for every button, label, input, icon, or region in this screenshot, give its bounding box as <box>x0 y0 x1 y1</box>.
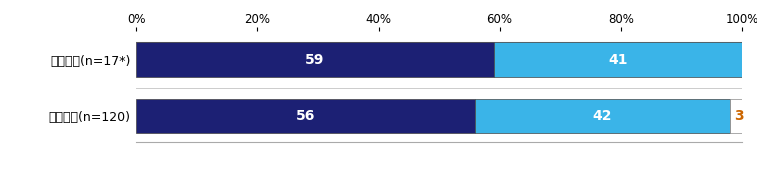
Text: 42: 42 <box>593 109 612 123</box>
Bar <box>136 99 475 133</box>
Text: 3: 3 <box>734 109 743 123</box>
Text: 41: 41 <box>608 53 628 67</box>
Bar <box>136 43 494 77</box>
Text: 59: 59 <box>305 53 325 67</box>
Bar <box>494 43 742 77</box>
Bar <box>730 99 748 133</box>
Bar <box>475 99 730 133</box>
Text: 56: 56 <box>296 109 316 123</box>
